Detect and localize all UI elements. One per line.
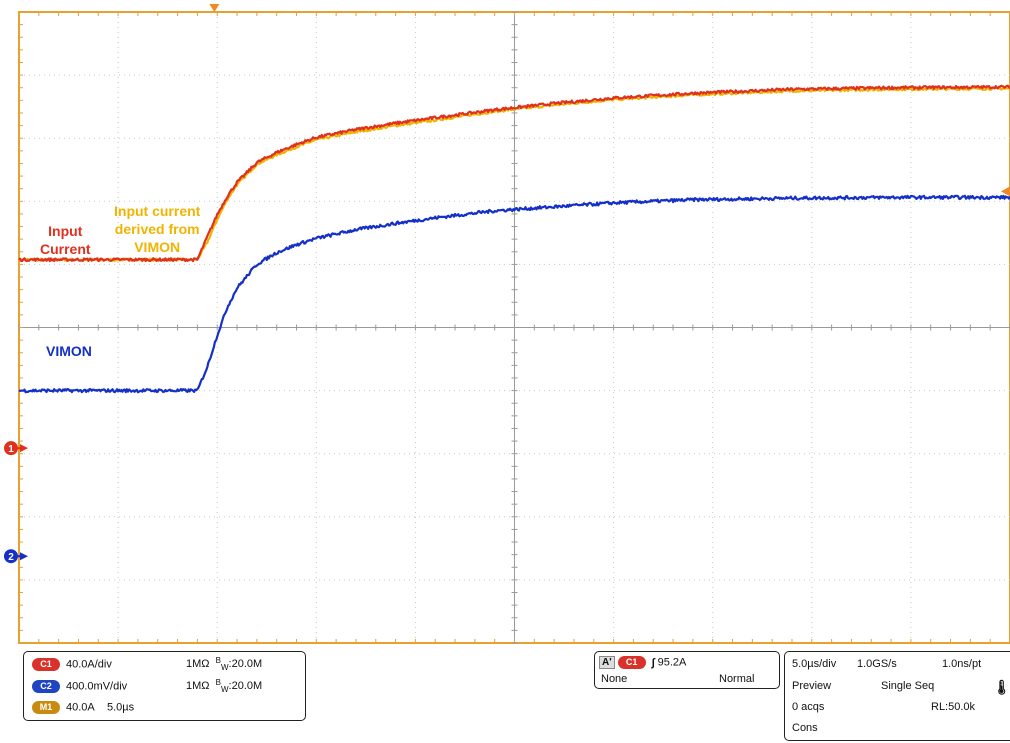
ch1-badge[interactable]: C1	[32, 658, 60, 671]
trigger-level: 95.2A	[657, 656, 687, 669]
input-current-label-line2: Current	[40, 241, 91, 257]
ch1-settings-row[interactable]: C1 40.0A/div	[32, 658, 112, 671]
ch1-bw-sub: W	[220, 663, 229, 672]
trace-vimon	[18, 194, 1010, 394]
trigger-source-badge[interactable]: C1	[617, 656, 646, 669]
trace-layer	[18, 84, 1010, 394]
channel-settings-box[interactable]: C1 40.0A/div 1MΩ BW:20.0M C2 400.0mV/div 1…	[23, 651, 306, 721]
trigger-coupling: None	[601, 673, 628, 685]
graticule	[18, 11, 1010, 644]
vimon-label: VIMON	[46, 343, 92, 359]
input-current-label: Input Current	[40, 222, 91, 258]
m1-settings-row[interactable]: M1 40.0A 5.0µs	[32, 701, 134, 714]
derived-label-line2: derived from	[114, 221, 200, 237]
derived-current-label: Input current derived from VIMON	[114, 202, 200, 256]
acquisition-count: 0 acqs	[792, 701, 825, 713]
ch1-ground-marker-text: 1	[8, 444, 14, 455]
plot-area: 12	[4, 4, 1010, 644]
record-length: RL:50.0k	[931, 701, 976, 713]
m1-scale: 40.0A	[66, 701, 95, 714]
status-bar: C1 40.0A/div 1MΩ BW:20.0M C2 400.0mV/div 1…	[0, 647, 1010, 743]
ch2-input-row: 1MΩ BW:20.0M	[186, 678, 263, 694]
trace-input-current	[18, 84, 1010, 263]
trigger-settings-box[interactable]: A' C1 ∫ 95.2A None Normal	[594, 651, 780, 689]
ch2-ground-marker	[4, 549, 18, 564]
m1-time: 5.0µs	[106, 701, 135, 714]
marker-layer: 12	[4, 4, 1010, 564]
ch1-ground-marker	[4, 441, 18, 456]
ch2-scale: 400.0mV/div	[66, 680, 128, 693]
sample-rate: 1.0GS/s	[857, 658, 897, 670]
ch2-impedance: 1MΩ	[186, 680, 210, 693]
trigger-mode-badge[interactable]: A'	[599, 656, 615, 669]
ch1-impedance: 1MΩ	[186, 658, 210, 671]
ch2-badge[interactable]: C2	[32, 680, 60, 693]
ch1-scale: 40.0A/div	[66, 658, 112, 671]
cons-label: Cons	[792, 722, 818, 734]
trigger-position-marker	[209, 4, 220, 12]
acquisition-state: Preview	[792, 680, 832, 692]
time-resolution: 1.0ns/pt	[942, 658, 982, 670]
derived-label-line1: Input current	[114, 203, 201, 219]
thermometer-icon: 🌡	[993, 679, 1010, 695]
ch1-bw-prefix: B	[215, 656, 221, 665]
ch2-bandwidth: :20.0M	[228, 680, 263, 693]
input-current-label-line1: Input	[48, 223, 83, 239]
timebase-settings-box[interactable]: 5.0µs/div 1.0GS/s 1.0ns/pt Preview Singl…	[784, 651, 1010, 741]
ch1-bandwidth: :20.0M	[228, 658, 263, 671]
ch1-ground-marker-arrow	[20, 444, 28, 453]
m1-badge[interactable]: M1	[32, 701, 60, 714]
ch2-settings-row[interactable]: C2 400.0mV/div	[32, 680, 127, 693]
sequence-mode: Single Seq	[881, 680, 935, 692]
ch1-input-row: 1MΩ BW:20.0M	[186, 656, 263, 672]
trigger-row[interactable]: A' C1 ∫ 95.2A	[599, 656, 686, 669]
ch2-ground-marker-arrow	[20, 552, 28, 561]
ch2-ground-marker-text: 2	[8, 552, 14, 563]
time-per-div: 5.0µs/div	[792, 658, 837, 670]
trigger-slope-icon: ∫	[651, 656, 655, 669]
trigger-level-marker	[1001, 186, 1010, 197]
derived-label-line3: VIMON	[134, 239, 181, 255]
trigger-mode: Normal	[719, 673, 755, 685]
ch2-bw-prefix: B	[215, 678, 221, 687]
ch2-bw-sub: W	[220, 685, 229, 694]
